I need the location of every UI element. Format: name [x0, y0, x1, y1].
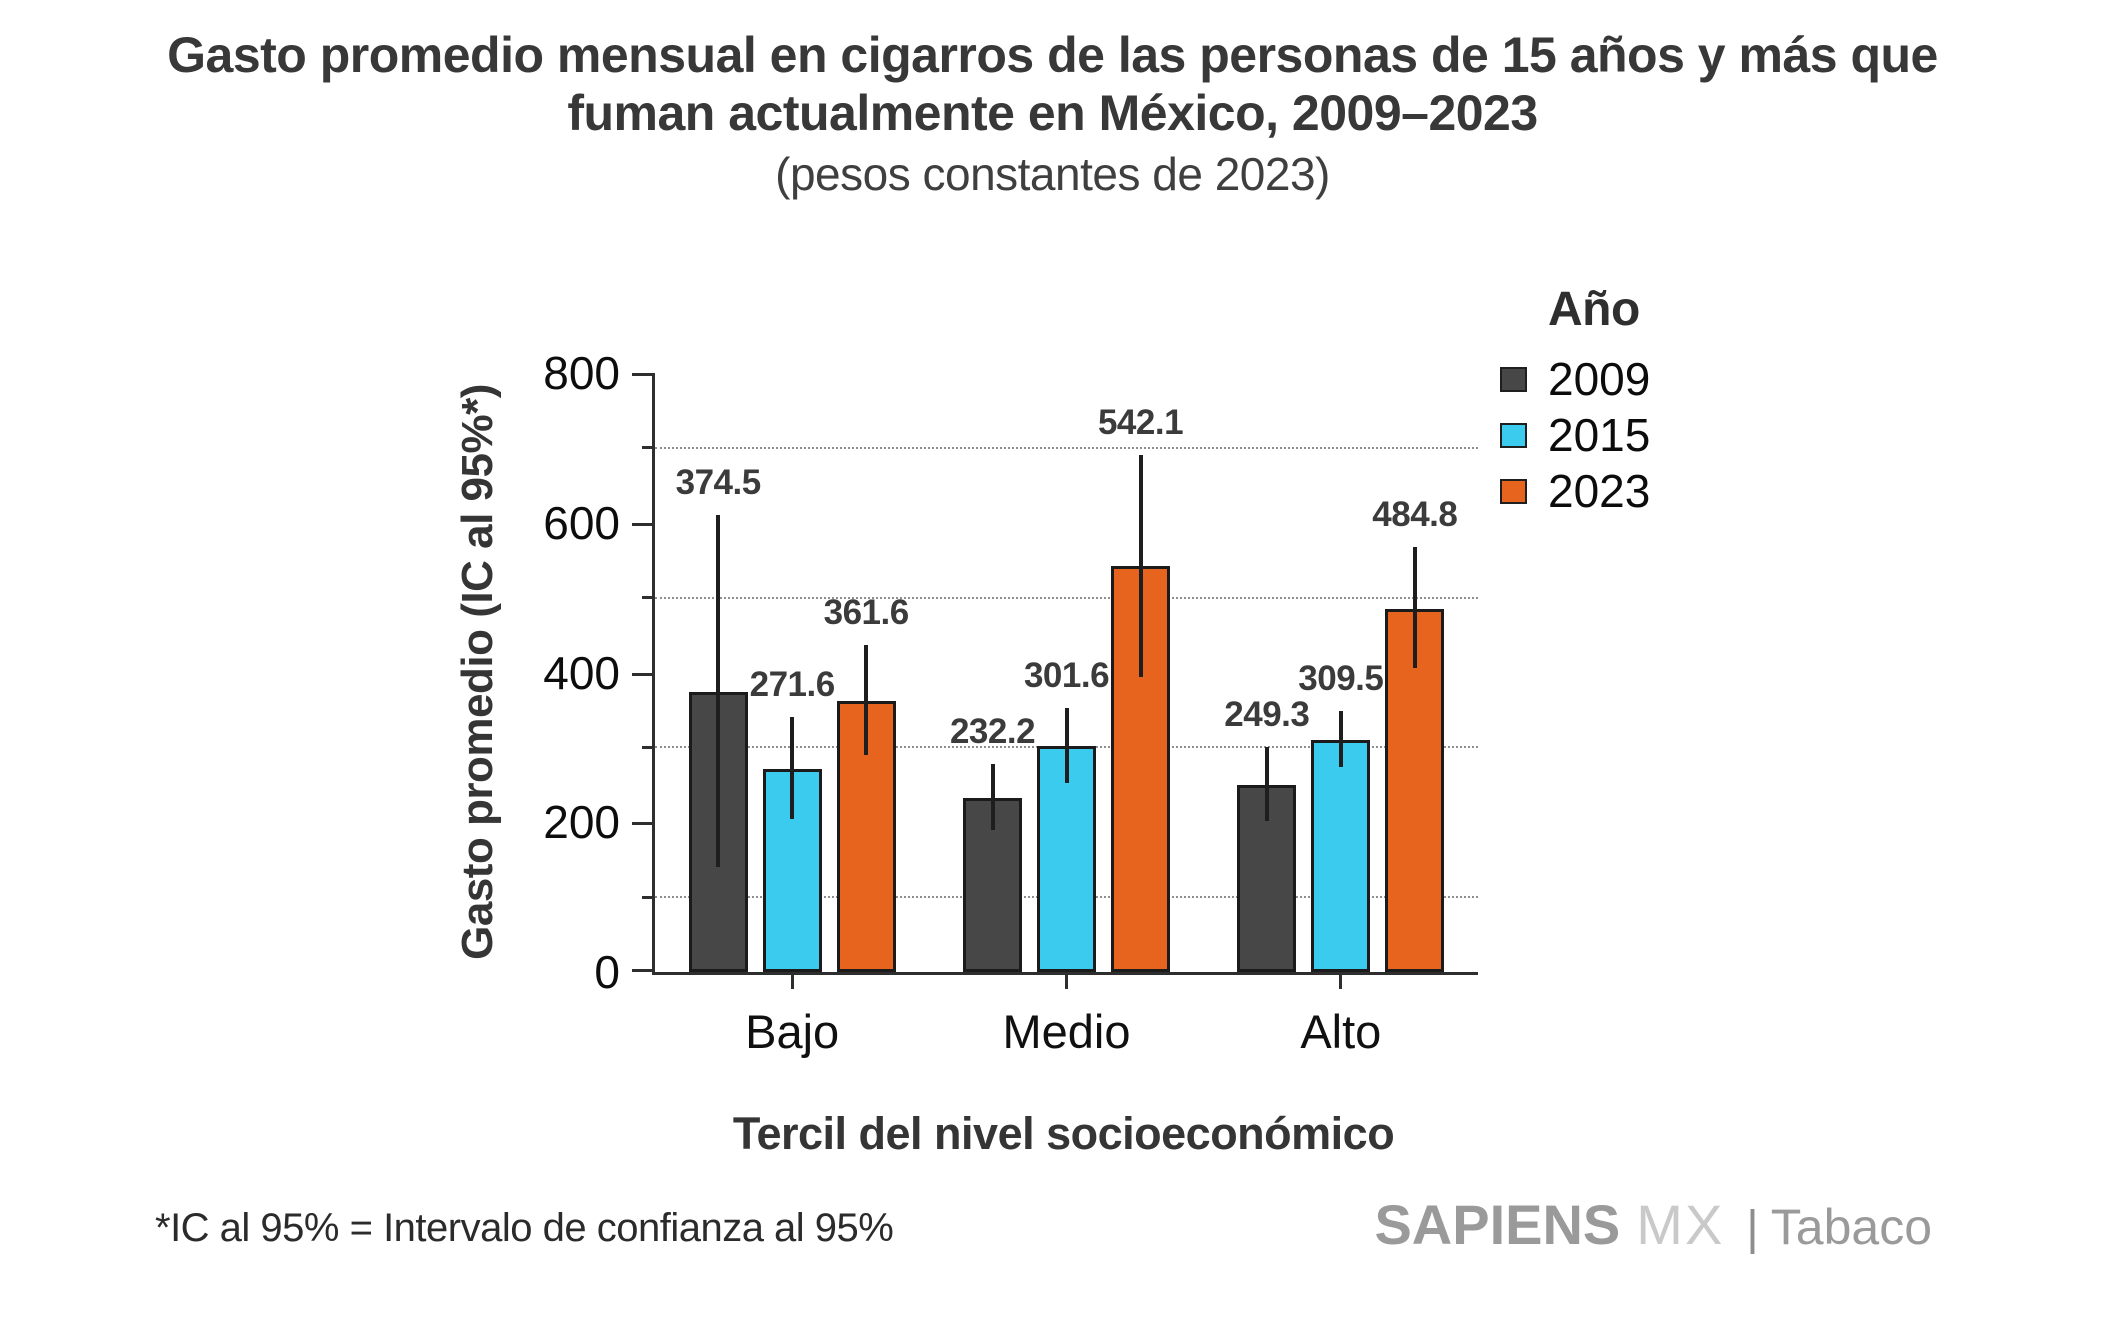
y-minor-tick: [642, 895, 655, 899]
bar-value-label: 301.6: [1023, 655, 1110, 695]
y-minor-tick: [642, 446, 655, 450]
y-major-tick: [632, 672, 655, 676]
title-block: Gasto promedio mensual en cigarros de la…: [0, 26, 2105, 200]
legend-swatch: [1500, 478, 1527, 504]
x-tick: [1065, 972, 1068, 989]
bar-value-label: 309.5: [1298, 659, 1384, 699]
error-bar: [1138, 455, 1143, 677]
legend-swatch: [1500, 366, 1527, 392]
bar: [1237, 785, 1297, 972]
bar: [1385, 609, 1445, 972]
y-minor-tick: [642, 596, 655, 600]
gridline: [655, 446, 1478, 449]
bar-value-label: 361.6: [823, 592, 910, 632]
y-tick-label: 200: [543, 796, 620, 849]
x-tick: [1339, 972, 1343, 989]
bar-value-label: 484.8: [1372, 495, 1458, 535]
error-bar: [1064, 707, 1069, 784]
error-bar: [790, 717, 795, 819]
y-tick-label: 600: [543, 496, 620, 549]
x-category-label: Medio: [1002, 1005, 1131, 1058]
legend-swatch: [1500, 422, 1527, 448]
error-bar: [864, 644, 869, 755]
error-bar: [1264, 747, 1269, 821]
y-tick-label: 800: [543, 347, 620, 399]
chart-subtitle: (pesos constantes de 2023): [775, 148, 1330, 200]
legend-title: Año: [1548, 283, 1640, 336]
legend-item-label: 2009: [1548, 353, 1651, 405]
error-bar: [990, 763, 995, 830]
legend-items: 2009 2015 2023: [1500, 351, 1650, 519]
legend-item: 2009: [1500, 351, 1650, 407]
y-major-tick: [632, 373, 655, 376]
legend-item-label: 2015: [1548, 409, 1651, 461]
legend: Año 2009 2015 2023: [1500, 282, 1650, 519]
bar-value-label: 542.1: [1097, 403, 1184, 443]
x-category-label: Bajo: [745, 1005, 840, 1058]
logo-separator: |: [1746, 1202, 1759, 1255]
logo-tabaco-text: Tabaco: [1770, 1199, 1932, 1255]
bar: [1311, 740, 1371, 972]
chart-title-line2: fuman actualmente en México, 2009–2023: [567, 85, 1538, 141]
footnote: *IC al 95% = Intervalo de confianza al 9…: [155, 1206, 894, 1250]
y-minor-tick: [642, 745, 655, 749]
error-bar: [716, 514, 721, 868]
bar-value-label: 249.3: [1224, 695, 1310, 735]
legend-item-label: 2023: [1548, 465, 1651, 517]
bar-value-label: 271.6: [749, 665, 836, 705]
logo: SAPIENS MX | Tabaco: [1374, 1192, 1932, 1257]
error-bar: [1338, 711, 1343, 767]
y-tick-label: 0: [594, 946, 620, 998]
logo-sapiens-text: SAPIENS: [1374, 1193, 1621, 1256]
x-category-label: Alto: [1300, 1005, 1382, 1058]
plot-area: 0 200 400 600 800 374.5 271.6 361.6 Bajo 232.2 301…: [543, 347, 1478, 1058]
error-bar: [1412, 547, 1417, 668]
gridline: [655, 596, 1478, 599]
legend-item: 2023: [1500, 463, 1650, 519]
y-tick-label: 400: [543, 646, 620, 699]
y-major-tick: [632, 969, 655, 972]
bar-value-label: 374.5: [675, 462, 762, 502]
chart-title-line1: Gasto promedio mensual en cigarros de la…: [167, 27, 1938, 83]
y-major-tick: [632, 522, 655, 526]
logo-mx-text: MX: [1636, 1193, 1725, 1256]
y-major-tick: [632, 822, 655, 826]
x-tick: [790, 972, 794, 989]
y-axis-title: Gasto promedio (IC al 95%*): [453, 384, 502, 960]
bar: [1037, 746, 1096, 972]
x-axis-title: Tercil del nivel socioeconómico: [732, 1108, 1395, 1159]
bar-value-label: 232.2: [949, 711, 1036, 751]
legend-item: 2015: [1500, 407, 1650, 463]
